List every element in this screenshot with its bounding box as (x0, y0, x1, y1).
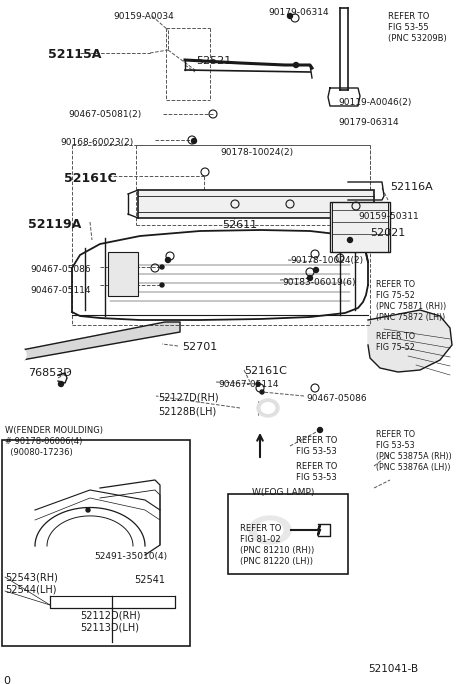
Text: 90178-10024(2): 90178-10024(2) (290, 256, 363, 265)
Text: REFER TO
FIG 81-02
(PNC 81210 (RH))
(PNC 81220 (LH)): REFER TO FIG 81-02 (PNC 81210 (RH)) (PNC… (240, 524, 314, 566)
Text: 52115A: 52115A (48, 48, 101, 61)
Text: 90467-05081(2): 90467-05081(2) (68, 110, 141, 119)
Circle shape (160, 265, 164, 269)
Text: REFER TO
FIG 75-52
(PNC 75871 (RH))
(PNC 75872 (LH)): REFER TO FIG 75-52 (PNC 75871 (RH)) (PNC… (376, 280, 446, 322)
Text: 52116A: 52116A (390, 182, 433, 192)
Text: 90168-60023(2): 90168-60023(2) (60, 138, 133, 147)
Circle shape (86, 508, 90, 512)
Text: 76853D: 76853D (28, 368, 72, 378)
Bar (2, 440, 190, 646)
Text: 52544(LH): 52544(LH) (5, 584, 56, 594)
Text: 52521: 52521 (196, 56, 231, 66)
Text: 52161C: 52161C (64, 172, 117, 185)
Circle shape (191, 138, 197, 144)
Circle shape (58, 382, 64, 386)
Text: 90183-06019(6): 90183-06019(6) (282, 278, 356, 287)
Ellipse shape (249, 516, 291, 544)
Text: W(FENDER MOULDING)
# 90178-06006(4)
  (90080-17236): W(FENDER MOULDING) # 90178-06006(4) (900… (5, 426, 103, 457)
Text: 52112D(RH): 52112D(RH) (80, 610, 140, 620)
Text: REFER TO
FIG 53-53
(PNC 53875A (RH))
(PNC 53876A (LH)): REFER TO FIG 53-53 (PNC 53875A (RH)) (PN… (376, 430, 452, 472)
Text: 90467-05114: 90467-05114 (218, 380, 279, 389)
Text: 52611: 52611 (222, 220, 257, 230)
Circle shape (293, 62, 299, 68)
FancyBboxPatch shape (330, 202, 390, 252)
Text: 90159-50311: 90159-50311 (358, 212, 419, 221)
Circle shape (256, 382, 260, 386)
Text: 0: 0 (3, 676, 10, 684)
Circle shape (318, 428, 322, 432)
Text: 521041-B: 521041-B (368, 664, 418, 674)
Text: 52113D(LH): 52113D(LH) (80, 622, 139, 632)
Text: 52127D(RH): 52127D(RH) (158, 393, 219, 403)
Circle shape (347, 237, 353, 243)
Text: 90159-A0034: 90159-A0034 (113, 12, 174, 21)
Text: 52128B(LH): 52128B(LH) (158, 406, 216, 416)
Text: 90467-05114: 90467-05114 (30, 286, 91, 295)
Ellipse shape (18, 349, 26, 361)
Ellipse shape (257, 399, 279, 417)
Text: 90179-06314: 90179-06314 (338, 118, 399, 127)
Circle shape (288, 14, 292, 18)
Text: 90467-05086: 90467-05086 (30, 265, 91, 274)
Text: 52021: 52021 (370, 228, 405, 238)
Polygon shape (20, 322, 180, 360)
Text: REFER TO
FIG 53-53: REFER TO FIG 53-53 (296, 462, 337, 482)
Circle shape (308, 276, 312, 280)
Polygon shape (368, 310, 452, 372)
Circle shape (160, 283, 164, 287)
Ellipse shape (257, 521, 283, 539)
Text: 90119-A0046(2): 90119-A0046(2) (338, 98, 411, 107)
Text: W(FOG LAMP): W(FOG LAMP) (252, 488, 314, 497)
Circle shape (313, 267, 319, 272)
Text: 90467-05086: 90467-05086 (306, 394, 366, 403)
Text: 52543(RH): 52543(RH) (5, 572, 58, 582)
Bar (108, 252, 138, 296)
Text: REFER TO
FIG 75-52: REFER TO FIG 75-52 (376, 332, 415, 352)
Circle shape (165, 257, 171, 263)
Text: 52491-35010(4): 52491-35010(4) (94, 552, 167, 561)
Text: 52119A: 52119A (28, 218, 81, 231)
Text: REFER TO
FIG 53-53: REFER TO FIG 53-53 (296, 436, 337, 456)
Text: 52701: 52701 (182, 342, 217, 352)
Bar (228, 494, 348, 574)
Circle shape (260, 390, 264, 394)
FancyBboxPatch shape (138, 190, 374, 218)
Ellipse shape (261, 402, 275, 414)
Text: REFER TO
FIG 53-55
(PNC 53209B): REFER TO FIG 53-55 (PNC 53209B) (388, 12, 447, 43)
Text: 90179-06314: 90179-06314 (268, 8, 328, 17)
Text: 90178-10024(2): 90178-10024(2) (220, 148, 293, 157)
Text: 52161C: 52161C (244, 366, 287, 376)
Text: 52541: 52541 (134, 575, 165, 585)
